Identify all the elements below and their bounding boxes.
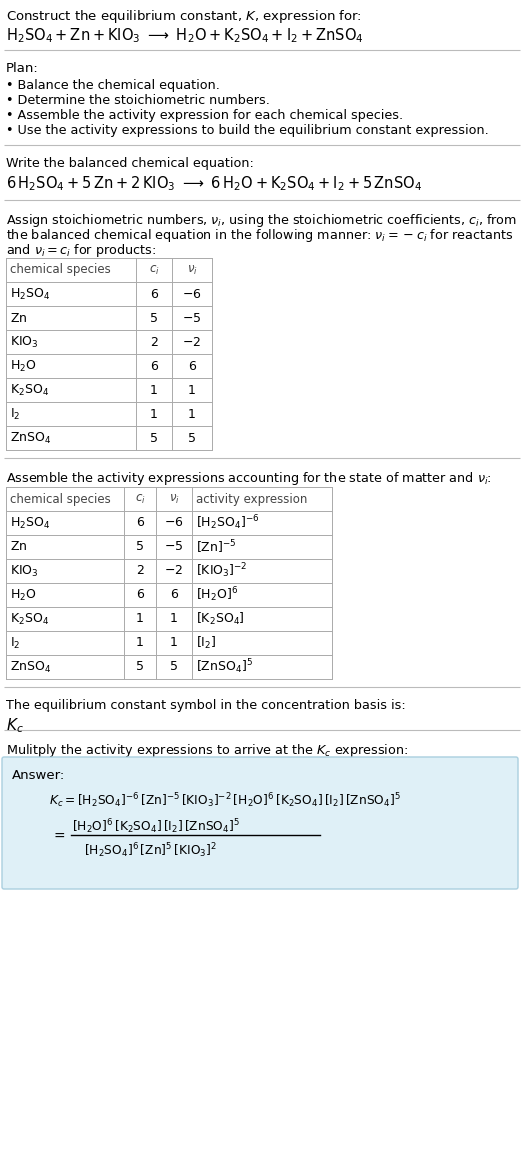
Text: $\nu_i$: $\nu_i$ [169, 492, 179, 506]
Text: 1: 1 [150, 407, 158, 421]
Text: the balanced chemical equation in the following manner: $\nu_i = -c_i$ for react: the balanced chemical equation in the fo… [6, 227, 514, 244]
Text: • Use the activity expressions to build the equilibrium constant expression.: • Use the activity expressions to build … [6, 124, 489, 137]
Text: Answer:: Answer: [12, 769, 66, 782]
Text: $\mathrm{I_2}$: $\mathrm{I_2}$ [10, 635, 20, 650]
Text: 5: 5 [136, 541, 144, 554]
Text: $-2$: $-2$ [182, 335, 202, 349]
Text: 6: 6 [136, 516, 144, 529]
Text: $\mathrm{KIO_3}$: $\mathrm{KIO_3}$ [10, 563, 39, 578]
Text: 1: 1 [136, 613, 144, 626]
Text: $[\mathrm{ZnSO_4}]^{5}$: $[\mathrm{ZnSO_4}]^{5}$ [196, 657, 253, 677]
Text: $[\mathrm{K_2SO_4}]$: $[\mathrm{K_2SO_4}]$ [196, 611, 245, 627]
Text: $\mathrm{K_2SO_4}$: $\mathrm{K_2SO_4}$ [10, 612, 49, 627]
Text: $\mathrm{K_2SO_4}$: $\mathrm{K_2SO_4}$ [10, 383, 49, 398]
Text: $\mathrm{H_2O}$: $\mathrm{H_2O}$ [10, 358, 37, 373]
Text: $\nu_i$: $\nu_i$ [187, 264, 198, 277]
Text: and $\nu_i = c_i$ for products:: and $\nu_i = c_i$ for products: [6, 242, 156, 259]
Text: $\mathrm{I_2}$: $\mathrm{I_2}$ [10, 406, 20, 421]
Text: • Assemble the activity expression for each chemical species.: • Assemble the activity expression for e… [6, 109, 403, 122]
Text: Assemble the activity expressions accounting for the state of matter and $\nu_i$: Assemble the activity expressions accoun… [6, 470, 492, 487]
Text: $\mathrm{ZnSO_4}$: $\mathrm{ZnSO_4}$ [10, 430, 51, 445]
Text: chemical species: chemical species [10, 492, 111, 506]
Text: $[\mathrm{KIO_3}]^{-2}$: $[\mathrm{KIO_3}]^{-2}$ [196, 562, 247, 580]
Text: $-5$: $-5$ [182, 312, 202, 324]
Text: $6\,\mathrm{H_2SO_4} + 5\,\mathrm{Zn} + 2\,\mathrm{KIO_3}\ \longrightarrow\ 6\,\: $6\,\mathrm{H_2SO_4} + 5\,\mathrm{Zn} + … [6, 174, 422, 193]
Text: $\mathrm{H_2SO_4}$: $\mathrm{H_2SO_4}$ [10, 286, 50, 301]
Text: $\mathrm{H_2O}$: $\mathrm{H_2O}$ [10, 587, 37, 602]
Text: 5: 5 [136, 661, 144, 673]
Text: $\mathrm{KIO_3}$: $\mathrm{KIO_3}$ [10, 335, 39, 350]
Text: 1: 1 [150, 384, 158, 397]
Text: $[\mathrm{H_2O}]^{6}$: $[\mathrm{H_2O}]^{6}$ [196, 586, 238, 605]
Text: $=$: $=$ [51, 828, 66, 842]
Text: $\mathrm{H_2SO_4} + \mathrm{Zn} + \mathrm{KIO_3}\ \longrightarrow\ \mathrm{H_2O}: $\mathrm{H_2SO_4} + \mathrm{Zn} + \mathr… [6, 26, 364, 44]
Text: Mulitply the activity expressions to arrive at the $K_c$ expression:: Mulitply the activity expressions to arr… [6, 742, 408, 759]
Text: $K_c$: $K_c$ [6, 716, 24, 735]
Text: $-5$: $-5$ [165, 541, 184, 554]
Text: $c_i$: $c_i$ [135, 492, 145, 506]
Text: Assign stoichiometric numbers, $\nu_i$, using the stoichiometric coefficients, $: Assign stoichiometric numbers, $\nu_i$, … [6, 212, 517, 229]
Text: activity expression: activity expression [196, 492, 308, 506]
Text: $\mathrm{ZnSO_4}$: $\mathrm{ZnSO_4}$ [10, 659, 51, 675]
Text: 5: 5 [150, 431, 158, 444]
Text: 6: 6 [150, 287, 158, 300]
Text: Construct the equilibrium constant, $K$, expression for:: Construct the equilibrium constant, $K$,… [6, 8, 362, 24]
Text: 6: 6 [188, 359, 196, 372]
Text: $[\mathrm{H_2SO_4}]^{6}\,[\mathrm{Zn}]^{5}\,[\mathrm{KIO_3}]^{2}$: $[\mathrm{H_2SO_4}]^{6}\,[\mathrm{Zn}]^{… [84, 841, 217, 859]
Text: $-2$: $-2$ [165, 564, 183, 578]
Text: 6: 6 [170, 588, 178, 601]
Text: $[\mathrm{I_2}]$: $[\mathrm{I_2}]$ [196, 635, 216, 651]
Text: 5: 5 [188, 431, 196, 444]
Text: 6: 6 [136, 588, 144, 601]
Text: Plan:: Plan: [6, 62, 39, 74]
Text: 6: 6 [150, 359, 158, 372]
Text: $\mathrm{Zn}$: $\mathrm{Zn}$ [10, 541, 27, 554]
Text: 2: 2 [150, 335, 158, 349]
Text: The equilibrium constant symbol in the concentration basis is:: The equilibrium constant symbol in the c… [6, 699, 406, 712]
Text: $K_c = [\mathrm{H_2SO_4}]^{-6}\,[\mathrm{Zn}]^{-5}\,[\mathrm{KIO_3}]^{-2}\,[\mat: $K_c = [\mathrm{H_2SO_4}]^{-6}\,[\mathrm… [49, 791, 401, 809]
Text: $-6$: $-6$ [182, 287, 202, 300]
Text: $\mathrm{Zn}$: $\mathrm{Zn}$ [10, 312, 27, 324]
Text: 1: 1 [188, 407, 196, 421]
Text: $-6$: $-6$ [164, 516, 184, 529]
Text: $\mathrm{H_2SO_4}$: $\mathrm{H_2SO_4}$ [10, 515, 50, 530]
Text: 1: 1 [136, 636, 144, 649]
Text: 1: 1 [188, 384, 196, 397]
Text: chemical species: chemical species [10, 264, 111, 277]
Text: $[\mathrm{H_2O}]^{6}\,[\mathrm{K_2SO_4}]\,[\mathrm{I_2}]\,[\mathrm{ZnSO_4}]^{5}$: $[\mathrm{H_2O}]^{6}\,[\mathrm{K_2SO_4}]… [72, 816, 240, 836]
Text: 2: 2 [136, 564, 144, 578]
Text: • Determine the stoichiometric numbers.: • Determine the stoichiometric numbers. [6, 94, 270, 107]
Text: Write the balanced chemical equation:: Write the balanced chemical equation: [6, 157, 254, 170]
Text: 5: 5 [170, 661, 178, 673]
Text: $[\mathrm{Zn}]^{-5}$: $[\mathrm{Zn}]^{-5}$ [196, 538, 236, 556]
FancyBboxPatch shape [2, 757, 518, 889]
Text: $[\mathrm{H_2SO_4}]^{-6}$: $[\mathrm{H_2SO_4}]^{-6}$ [196, 514, 259, 533]
Text: • Balance the chemical equation.: • Balance the chemical equation. [6, 79, 220, 92]
Text: $c_i$: $c_i$ [149, 264, 159, 277]
Text: 5: 5 [150, 312, 158, 324]
Text: 1: 1 [170, 636, 178, 649]
Text: 1: 1 [170, 613, 178, 626]
